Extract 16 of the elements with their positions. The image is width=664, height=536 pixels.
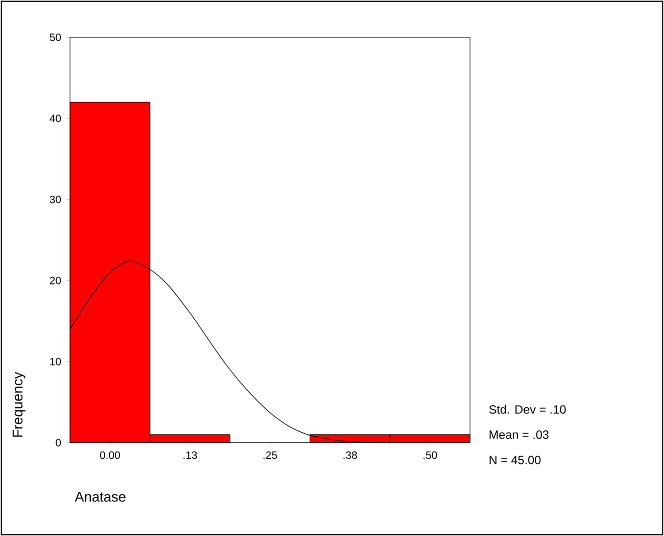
y-tick-label: 40 [50, 114, 61, 122]
y-tick-label: 0 [56, 438, 61, 446]
y-axis-title: Frequency [12, 372, 26, 437]
y-tick-label: 30 [50, 196, 61, 204]
x-tick-label: .25 [264, 451, 277, 459]
x-tick-label: 0.00 [100, 451, 120, 459]
text: Mean = .03 [490, 430, 549, 439]
text: Std. Dev = .10 [489, 404, 566, 414]
y-tick-label: 20 [50, 276, 61, 284]
x-tick-label: .38 [344, 451, 357, 459]
x-tick-label: .13 [184, 451, 197, 459]
x-tick-label: .50 [424, 451, 438, 459]
x-axis-title: Anatase [74, 492, 126, 502]
y-tick-label: 50 [50, 34, 61, 42]
y-tick-label: 10 [50, 358, 61, 366]
text: N = 45.00 [490, 456, 541, 464]
